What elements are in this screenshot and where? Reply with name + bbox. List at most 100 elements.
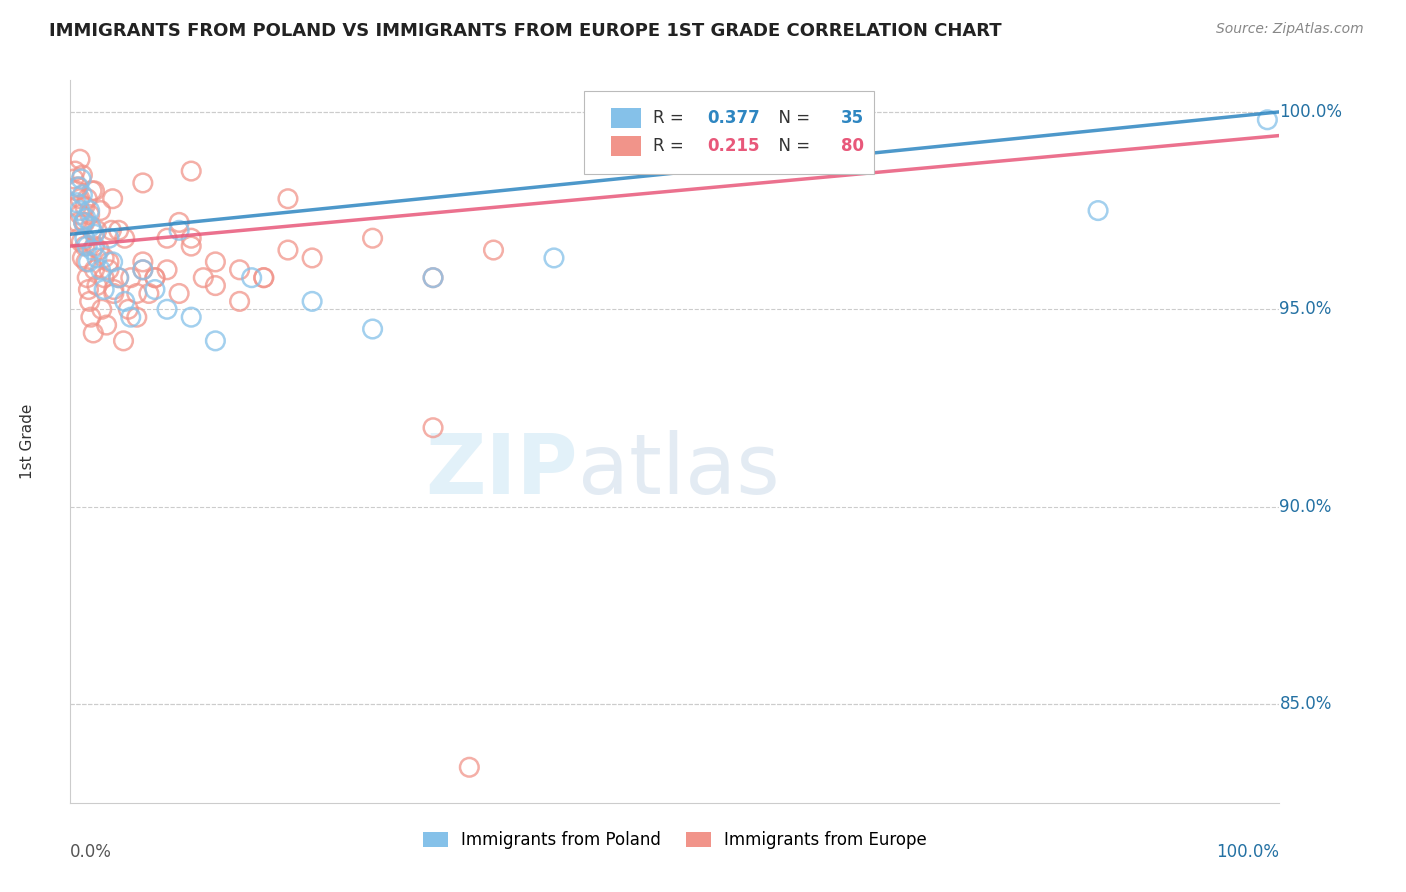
Point [253, 270, 276, 285]
Point [125, 286, 148, 301]
Point [86, 278, 108, 293]
Text: 35: 35 [841, 109, 863, 127]
FancyBboxPatch shape [610, 136, 641, 156]
Point [101, 192, 124, 206]
Point [63, 164, 86, 178]
Point [75, 255, 97, 269]
Point [277, 243, 299, 257]
Point [204, 334, 226, 348]
Point [103, 286, 125, 301]
Point [361, 231, 384, 245]
Point [1087, 203, 1109, 218]
Point [120, 270, 142, 285]
Text: atlas: atlas [578, 430, 780, 511]
Point [80, 310, 103, 325]
Point [301, 251, 323, 265]
Point [86, 223, 108, 237]
Point [70, 235, 93, 249]
Point [253, 270, 276, 285]
Point [156, 262, 179, 277]
Point [240, 270, 263, 285]
Point [69, 192, 91, 206]
Point [204, 278, 226, 293]
Point [167, 223, 190, 237]
Point [72, 215, 94, 229]
Point [156, 302, 179, 317]
Legend: Immigrants from Poland, Immigrants from Europe: Immigrants from Poland, Immigrants from … [416, 824, 934, 856]
Point [228, 294, 250, 309]
Text: 90.0%: 90.0% [1279, 498, 1331, 516]
Point [86, 251, 108, 265]
Text: N =: N = [768, 137, 815, 155]
Point [93, 270, 115, 285]
Point [101, 255, 124, 269]
Point [132, 255, 155, 269]
Point [79, 207, 101, 221]
Point [66, 215, 89, 229]
Point [98, 231, 121, 245]
Text: 0.0%: 0.0% [70, 843, 112, 861]
Point [76, 192, 98, 206]
Point [69, 153, 91, 167]
Text: ZIP: ZIP [426, 430, 578, 511]
Point [79, 203, 101, 218]
Point [98, 262, 121, 277]
Point [83, 184, 105, 198]
Point [83, 227, 105, 242]
Point [180, 239, 202, 253]
Point [90, 302, 112, 317]
Point [301, 294, 323, 309]
Point [167, 286, 190, 301]
FancyBboxPatch shape [585, 91, 875, 174]
Point [89, 243, 111, 257]
Point [204, 255, 226, 269]
Point [72, 215, 94, 229]
Point [117, 302, 139, 317]
Point [422, 270, 444, 285]
Point [132, 262, 155, 277]
Point [543, 251, 565, 265]
Point [143, 270, 166, 285]
Point [114, 294, 136, 309]
Point [180, 231, 202, 245]
FancyBboxPatch shape [610, 108, 641, 128]
Point [458, 760, 481, 774]
Point [67, 231, 90, 245]
Point [125, 310, 148, 325]
Point [138, 286, 160, 301]
Point [277, 192, 299, 206]
Point [77, 255, 100, 269]
Text: IMMIGRANTS FROM POLAND VS IMMIGRANTS FROM EUROPE 1ST GRADE CORRELATION CHART: IMMIGRANTS FROM POLAND VS IMMIGRANTS FRO… [49, 22, 1002, 40]
Text: N =: N = [768, 109, 815, 127]
Point [100, 223, 122, 237]
Point [143, 283, 166, 297]
Point [70, 172, 93, 186]
Text: R =: R = [654, 137, 689, 155]
Point [107, 270, 129, 285]
Point [76, 239, 98, 253]
Point [80, 184, 103, 198]
Point [65, 184, 87, 198]
Point [83, 239, 105, 253]
Point [422, 421, 444, 435]
Point [72, 251, 94, 265]
Point [80, 243, 103, 257]
Text: 80: 80 [841, 137, 863, 155]
Point [76, 270, 98, 285]
Point [361, 322, 384, 336]
Point [75, 211, 97, 226]
Point [422, 270, 444, 285]
Point [107, 270, 129, 285]
Point [69, 207, 91, 221]
Text: 100.0%: 100.0% [1216, 843, 1279, 861]
Point [63, 172, 86, 186]
Point [114, 231, 136, 245]
Point [73, 215, 96, 229]
Point [73, 231, 96, 245]
Text: 0.377: 0.377 [707, 109, 761, 127]
Text: 1st Grade: 1st Grade [21, 404, 35, 479]
Point [69, 203, 91, 218]
Point [193, 270, 215, 285]
Text: 95.0%: 95.0% [1279, 301, 1331, 318]
Point [132, 262, 155, 277]
